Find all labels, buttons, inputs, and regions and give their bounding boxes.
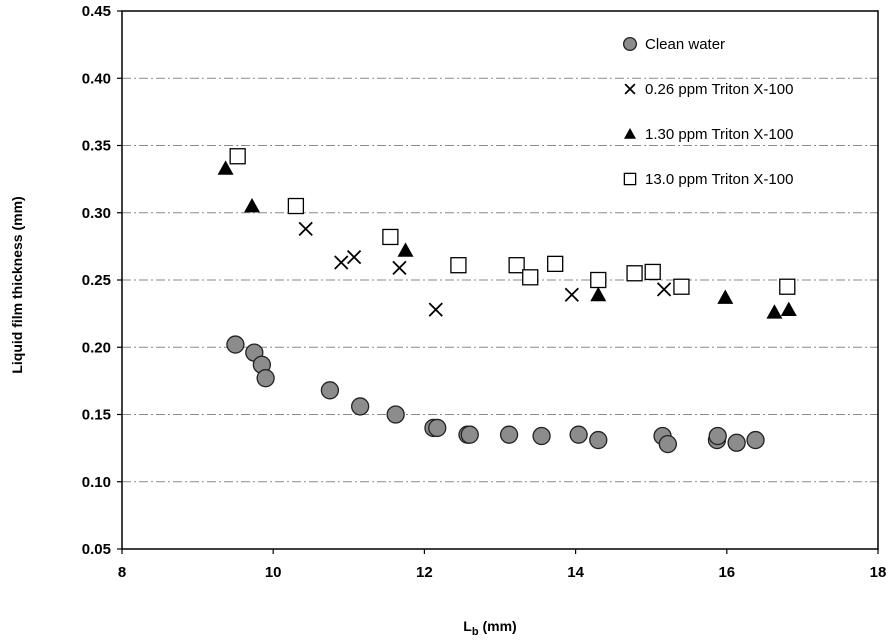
data-point-square	[780, 279, 795, 294]
data-point-circle	[321, 382, 338, 399]
data-point-circle	[709, 428, 726, 445]
data-point-circle	[461, 426, 478, 443]
data-point-circle	[352, 398, 369, 415]
y-axis-ticks: 0.05 0.10 0.15 0.20 0.25 0.30 0.35 0.40 0.45	[82, 3, 122, 558]
data-point-square	[288, 199, 303, 214]
series-2	[299, 222, 670, 316]
x-tick-label: 18	[870, 564, 887, 581]
data-point-circle	[429, 419, 446, 436]
x-tick-label: 8	[118, 564, 126, 581]
data-point-square	[509, 258, 524, 273]
legend-label: 0.26 ppm Triton X-100	[645, 81, 793, 98]
data-point-circle	[533, 428, 550, 445]
legend-label: 1.30 ppm Triton X-100	[645, 126, 793, 143]
y-axis-label: Liquid film thickness (mm)	[9, 196, 25, 373]
y-tick-label: 0.05	[82, 541, 111, 558]
data-point-circle	[570, 426, 587, 443]
legend-entry: 0.26 ppm Triton X-100	[625, 81, 793, 98]
y-tick-label: 0.20	[82, 339, 111, 356]
data-point-x	[299, 222, 312, 235]
x-tick-label: 14	[567, 564, 584, 581]
y-tick-label: 0.35	[82, 138, 111, 155]
x-axis-ticks: 8 10 12 14 16 18	[118, 549, 887, 581]
legend-label: Clean water	[645, 36, 725, 53]
series-1	[227, 336, 764, 453]
legend-marker-square	[624, 173, 635, 184]
data-point-circle	[501, 426, 518, 443]
data-point-square	[674, 279, 689, 294]
data-point-x	[348, 251, 361, 264]
data-point-square	[645, 264, 660, 279]
data-point-square	[383, 229, 398, 244]
y-tick-label: 0.45	[82, 3, 111, 20]
data-point-circle	[659, 436, 676, 453]
data-point-triangle	[398, 242, 414, 256]
data-point-triangle	[244, 198, 260, 212]
data-point-square	[523, 270, 538, 285]
legend-entry: 13.0 ppm Triton X-100	[624, 171, 793, 188]
legend: Clean water 0.26 ppm Triton X-100 1.30 ppm…	[624, 36, 794, 188]
y-tick-label: 0.15	[82, 407, 111, 424]
data-point-triangle	[781, 302, 797, 316]
data-point-square	[591, 273, 606, 288]
data-point-x	[335, 256, 348, 269]
data-point-x	[658, 283, 671, 296]
data-point-x	[429, 303, 442, 316]
x-tick-label: 12	[416, 564, 433, 581]
legend-marker-triangle	[624, 128, 636, 139]
data-point-triangle	[717, 289, 733, 303]
data-series	[218, 149, 797, 453]
data-point-square	[548, 256, 563, 271]
data-point-x	[565, 288, 578, 301]
legend-entry: 1.30 ppm Triton X-100	[624, 126, 793, 143]
data-point-circle	[728, 434, 745, 451]
data-point-square	[451, 258, 466, 273]
data-point-circle	[257, 370, 274, 387]
legend-marker-circle	[624, 38, 637, 51]
data-point-circle	[227, 336, 244, 353]
data-point-triangle	[766, 304, 782, 318]
legend-label: 13.0 ppm Triton X-100	[645, 171, 793, 188]
y-tick-label: 0.25	[82, 272, 111, 289]
y-tick-label: 0.40	[82, 70, 111, 87]
legend-marker-x	[625, 84, 635, 94]
data-point-circle	[747, 432, 764, 449]
y-tick-label: 0.10	[82, 474, 111, 491]
data-point-square	[230, 149, 245, 164]
legend-entry: Clean water	[624, 36, 725, 53]
data-point-circle	[590, 432, 607, 449]
y-tick-label: 0.30	[82, 205, 111, 222]
data-point-triangle	[590, 287, 606, 301]
data-point-circle	[387, 406, 404, 423]
x-axis-label: Lb (mm)	[463, 618, 516, 638]
x-tick-label: 10	[265, 564, 282, 581]
data-point-x	[393, 261, 406, 274]
data-point-square	[627, 266, 642, 281]
x-tick-label: 16	[718, 564, 735, 581]
